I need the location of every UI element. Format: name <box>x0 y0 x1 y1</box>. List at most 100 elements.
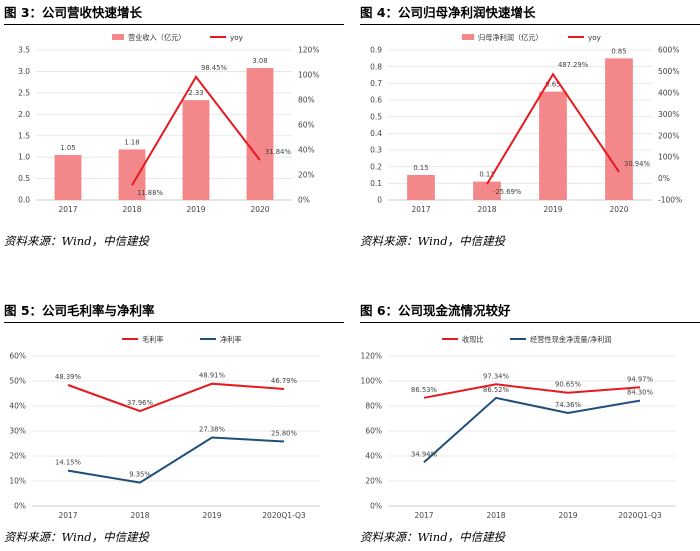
y-tick-label: 3.5 <box>18 46 30 55</box>
legend-label: yoy <box>588 33 602 42</box>
bar-data-label: 0.85 <box>611 47 626 55</box>
bar <box>54 155 82 200</box>
chart-source: 资料来源：Wind，中信建投 <box>360 234 506 248</box>
legend-label: yoy <box>230 33 244 42</box>
y-tick-label: 0% <box>370 502 382 511</box>
y2-tick-label: 80% <box>298 96 315 105</box>
x-tick-label: 2018 <box>130 511 149 520</box>
legend-label: 归母净利润（亿元） <box>478 33 543 42</box>
line-data-label: 27.38% <box>199 426 225 434</box>
legend-label: 毛利率 <box>142 335 164 344</box>
y-tick-label: 0.1 <box>370 179 382 188</box>
x-tick-label: 2020Q1-Q3 <box>262 511 306 520</box>
y-tick-label: 0.9 <box>370 46 382 55</box>
chart-title: 图 5：公司毛利率与净利率 <box>4 300 344 323</box>
line-data-label: 37.96% <box>127 399 153 407</box>
y2-tick-label: 0% <box>298 196 310 205</box>
legend-swatch <box>462 34 474 40</box>
line-data-label: 90.65% <box>555 381 581 389</box>
x-tick-label: 2018 <box>486 511 505 520</box>
y-tick-label: 80% <box>365 402 382 411</box>
y-tick-label: 0.4 <box>370 129 382 138</box>
y-tick-label: 3.0 <box>18 67 30 76</box>
bar-data-label: 0.65 <box>545 81 560 89</box>
y2-tick-label: 300% <box>658 110 679 119</box>
x-tick-label: 2017 <box>414 511 433 520</box>
y-tick-label: 50% <box>9 377 26 386</box>
line-data-label: 46.79% <box>271 377 297 385</box>
series-line <box>423 396 641 464</box>
legend-label: 营业收入（亿元） <box>128 33 186 42</box>
x-tick-label: 2019 <box>558 511 577 520</box>
y-tick-label: 0% <box>14 502 26 511</box>
y-tick-label: 30% <box>9 427 26 436</box>
cash-flow-chart: 0% 20% 40% 60% 80% 100% 120% 2017 2018 2019 2020Q1… <box>361 335 676 520</box>
y-tick-label: 0.6 <box>370 96 382 105</box>
line-data-label: 97.34% <box>483 372 509 380</box>
y-tick-label: 100% <box>361 377 382 386</box>
y2-tick-label: 120% <box>298 46 319 55</box>
bar-data-label: 1.18 <box>124 138 139 146</box>
chart-title: 图 6：公司现金流情况较好 <box>360 300 700 323</box>
line-data-label: 74.36% <box>555 401 581 409</box>
x-tick-label: 2018 <box>477 205 496 214</box>
bar-data-label: 1.05 <box>60 144 75 152</box>
x-tick-label: 2017 <box>411 205 430 214</box>
x-tick-label: 2020 <box>250 205 269 214</box>
line-data-label: -25.69% <box>493 188 522 196</box>
x-tick-label: 2020 <box>609 205 628 214</box>
bar <box>539 91 567 200</box>
line-data-label: 487.29% <box>558 61 589 69</box>
bar <box>473 181 501 200</box>
bar <box>118 149 146 200</box>
y-tick-label: 40% <box>9 402 26 411</box>
y-tick-label: 0 <box>377 196 382 205</box>
x-tick-label: 2018 <box>122 205 141 214</box>
y2-tick-label: 500% <box>658 67 679 76</box>
bar-data-label: 0.11 <box>479 171 494 179</box>
series-line <box>67 436 285 484</box>
y2-tick-label: 0% <box>658 174 670 183</box>
y2-tick-label: -100% <box>658 196 682 205</box>
series-line <box>67 382 285 413</box>
x-tick-label: 2017 <box>58 511 77 520</box>
y-tick-label: 1.5 <box>18 131 30 140</box>
series-line <box>486 72 620 185</box>
y-tick-label: 1.0 <box>18 153 30 162</box>
y-tick-label: 10% <box>9 477 26 486</box>
line-data-label: 48.39% <box>55 373 81 381</box>
y-tick-label: 0.5 <box>18 174 30 183</box>
line-data-label: 30.94% <box>624 160 650 168</box>
y-tick-label: 0.8 <box>370 62 382 71</box>
x-tick-label: 2019 <box>543 205 562 214</box>
line-data-label: 14.15% <box>55 459 81 467</box>
line-data-label: 48.91% <box>199 372 225 380</box>
chart-title: 图 4：公司归母净利润快速增长 <box>360 2 700 25</box>
bar <box>605 58 633 200</box>
y-tick-label: 0.7 <box>370 79 382 88</box>
y2-tick-label: 100% <box>298 71 319 80</box>
legend-label: 收现比 <box>462 335 484 344</box>
line-data-label: 94.97% <box>627 375 653 383</box>
line-data-label: 34.94% <box>411 450 437 458</box>
bar <box>246 68 274 200</box>
line-data-label: 84.30% <box>627 389 653 397</box>
line-data-label: 98.45% <box>201 64 227 72</box>
y2-tick-label: 600% <box>658 46 679 55</box>
y-tick-label: 0.3 <box>370 146 382 155</box>
y2-tick-label: 400% <box>658 88 679 97</box>
y-tick-label: 20% <box>9 452 26 461</box>
x-tick-label: 2020Q1-Q3 <box>618 511 662 520</box>
chart-source: 资料来源：Wind，中信建投 <box>4 234 150 248</box>
bar-data-label: 2.33 <box>188 89 203 97</box>
y-tick-label: 2.5 <box>18 88 30 97</box>
y-tick-label: 60% <box>9 352 26 361</box>
line-data-label: 31.84% <box>265 148 291 156</box>
y-tick-label: 0.2 <box>370 162 382 171</box>
bar-data-label: 3.08 <box>252 57 267 65</box>
y2-tick-label: 20% <box>298 171 315 180</box>
legend-swatch <box>112 34 124 40</box>
bar-data-label: 0.15 <box>413 164 428 172</box>
x-tick-label: 2019 <box>186 205 205 214</box>
line-data-label: 25.80% <box>271 430 297 438</box>
